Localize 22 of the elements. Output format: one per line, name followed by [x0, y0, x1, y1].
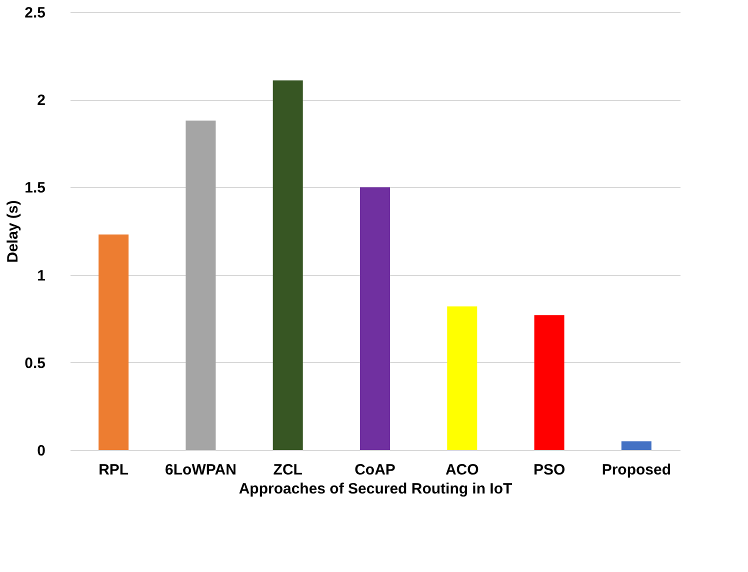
y-tick-label: 1.5 — [24, 180, 46, 197]
bar — [360, 187, 390, 450]
y-tick-label: 0.5 — [24, 354, 46, 372]
x-tick-label: PSO — [533, 462, 566, 478]
bar — [98, 234, 129, 450]
bar — [272, 80, 303, 450]
x-tick-label: Proposed — [602, 462, 672, 478]
bar — [186, 120, 216, 450]
x-tick-label: CoAP — [354, 462, 396, 478]
y-axis-title: Delay (s) — [4, 200, 22, 263]
y-tick-label: 0 — [37, 442, 46, 460]
bar — [534, 315, 564, 450]
bar — [447, 306, 478, 450]
x-tick-label: ACO — [445, 462, 480, 478]
y-tick-label: 2 — [37, 92, 46, 110]
x-tick-label: ZCL — [273, 462, 302, 478]
x-axis-title: Approaches of Secured Routing in IoT — [238, 480, 512, 498]
y-tick-label: 1 — [37, 267, 46, 284]
x-tick-label: RPL — [98, 462, 129, 478]
bar — [621, 441, 652, 450]
y-tick-label: 2.5 — [24, 4, 46, 22]
x-tick-label: 6LoWPAN — [165, 462, 236, 478]
